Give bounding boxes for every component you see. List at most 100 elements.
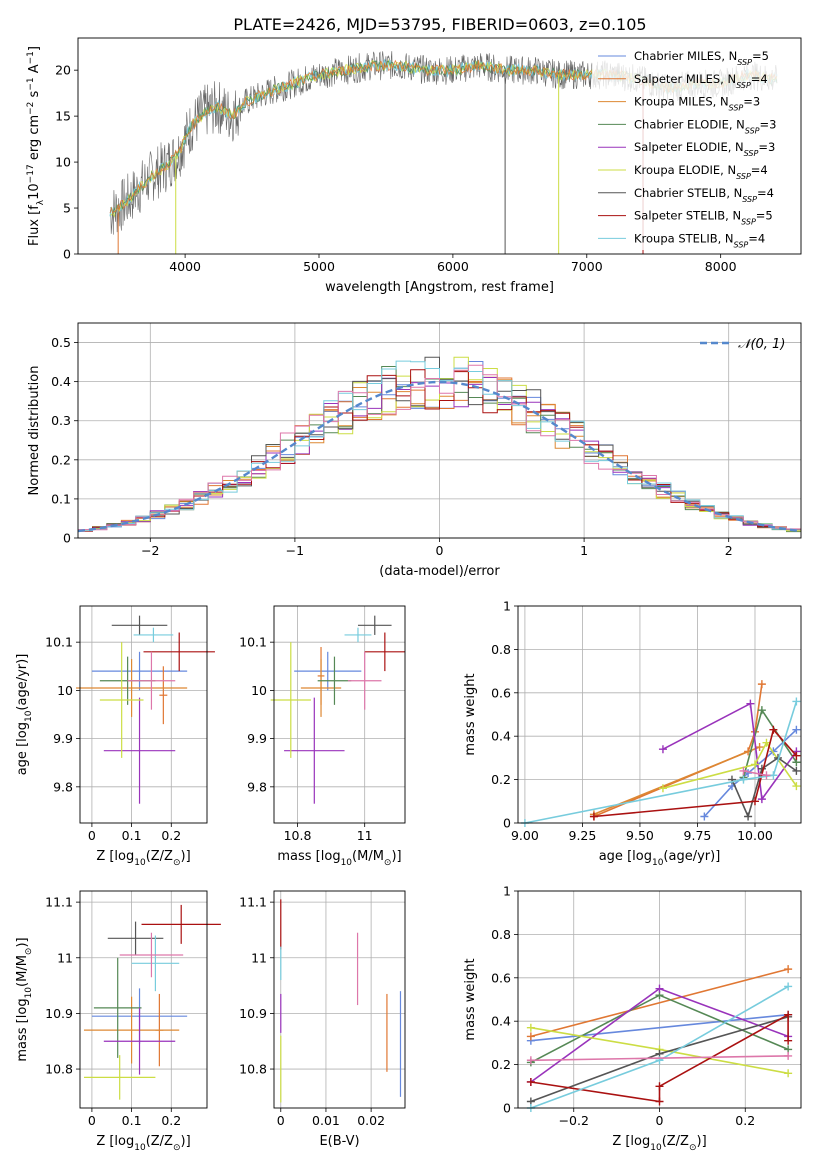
histogram-salpeter_stelib (78, 369, 801, 532)
errorbar-point (159, 666, 168, 725)
weight-marker (792, 697, 801, 706)
y-tick-label: 10.8 (45, 1062, 73, 1077)
legend-label: Chabrier STELIB, NSSP=4 (634, 186, 774, 204)
mass_vs_Z-points (83, 904, 221, 1100)
y-tick-label: 0.8 (491, 642, 511, 657)
legend-label: Kroupa MILES, NSSP=3 (634, 95, 760, 113)
weight-marker (744, 812, 753, 821)
spectrum-legend: Chabrier MILES, NSSP=5 Salpeter MILES, NS… (592, 42, 796, 250)
weight-marker (784, 1051, 793, 1060)
y-tick-label: 5 (63, 201, 71, 216)
y-tick-label: 0.5 (51, 335, 71, 350)
errorbar-point (141, 904, 221, 944)
y-tick-label: 10.1 (239, 635, 267, 650)
weight_vs_Z-frame (517, 890, 802, 1109)
y-tick-label: 0.4 (491, 1014, 511, 1029)
weight-marker (769, 725, 778, 734)
errorbar-point (127, 651, 176, 710)
x-tick-label: 0.2 (161, 1113, 181, 1128)
weight-marker (769, 771, 778, 780)
x-tick-label: 2 (725, 543, 733, 558)
weight-marker (746, 699, 755, 708)
x-tick-label: −1 (286, 543, 304, 558)
weight-line-salpeter_stelib (593, 728, 797, 818)
weight-line-kroupa_stelib (524, 701, 798, 824)
weight-marker (784, 965, 793, 974)
residuals-xlabel: (data-model)/error (379, 564, 500, 579)
x-tick-label: 7000 (571, 259, 603, 274)
age_vs_mass-points (270, 615, 405, 804)
errorbar-point (107, 921, 164, 955)
y-tick-label: 10.9 (45, 1006, 73, 1021)
legend-label: Salpeter ELODIE, NSSP=3 (634, 140, 775, 158)
x-tick-label: 0 (656, 1113, 664, 1128)
legend-label: Salpeter MILES, NSSP=4 (634, 72, 768, 90)
y-tick-label: 9.8 (247, 779, 267, 794)
weight-marker (655, 1097, 664, 1106)
weight-marker (762, 771, 771, 780)
x-tick-label: 5000 (303, 259, 335, 274)
x-tick-label: −0.2 (559, 1113, 589, 1128)
x-tick-label: 0.1 (122, 1113, 142, 1128)
y-tick-label: 0.2 (51, 452, 71, 467)
y-tick-label: 0 (503, 1101, 511, 1116)
y-tick-label: 9.9 (247, 731, 267, 746)
weight-vs-age-xlabel: age [log10(age/yr)] (599, 849, 721, 868)
errorbar-point (364, 632, 405, 672)
errorbar-point (76, 659, 188, 717)
x-tick-label: 0.2 (735, 1113, 755, 1128)
x-tick-label: −2 (141, 543, 159, 558)
weight-marker (700, 812, 709, 821)
weight-line-kroupa_elodie (662, 741, 798, 790)
age_vs_mass-axes: 10.8 11 9.8 9.9 10 10.1 (239, 606, 405, 843)
weight-line-salpeter_elodie (662, 702, 798, 802)
age_vs_Z-points (76, 615, 215, 804)
legend-label: Kroupa STELIB, NSSP=4 (634, 231, 765, 249)
mass_vs_Z-axes: 0 0.1 0.2 10.8 10.9 11 11.1 (45, 891, 207, 1128)
histogram-pink (78, 364, 801, 531)
weight-marker (655, 984, 664, 993)
spectrum-frame (77, 37, 802, 255)
y-tick-label: 20 (55, 63, 71, 78)
y-tick-label: 0.2 (491, 1057, 511, 1072)
weight-marker (658, 745, 667, 754)
age_vs_mass-frame (273, 605, 406, 824)
weight-marker (784, 982, 793, 991)
mass_vs_Z-frame (79, 890, 208, 1109)
age_vs_Z-axes: 0 0.1 0.2 9.8 9.9 10 10.1 (45, 606, 207, 843)
x-tick-label: 0.01 (312, 1113, 340, 1128)
weight-marker (784, 1069, 793, 1078)
weight_vs_age-axes: 9.00 9.25 9.50 9.75 10.00 0 0.2 0.4 0.6 0.8 1 (491, 599, 801, 843)
errorbar-point (294, 651, 362, 691)
mass_vs_ebv-points (280, 899, 402, 1103)
errorbar-point (99, 642, 144, 758)
weight-line-chabrier_miles (530, 1013, 789, 1042)
y-tick-label: 10.8 (239, 1062, 267, 1077)
x-tick-label: 9.00 (511, 828, 539, 843)
errorbar-point (143, 632, 215, 672)
y-tick-label: 0 (63, 531, 71, 546)
weight-line-salpeter_miles (530, 968, 789, 1038)
weight_vs_Z-series (526, 965, 793, 1112)
weight-marker (655, 1082, 664, 1091)
y-tick-label: 0 (503, 816, 511, 831)
x-tick-label: 9.50 (626, 828, 654, 843)
mass_vs_ebv-frame (273, 890, 406, 1109)
weight-marker (757, 706, 766, 715)
legend-label: Chabrier ELODIE, NSSP=3 (634, 117, 776, 135)
y-tick-label: 11.1 (239, 895, 267, 910)
x-tick-label: 0.2 (161, 828, 181, 843)
y-tick-label: 11.1 (45, 895, 73, 910)
weight-vs-age-ylabel: mass weight (463, 673, 478, 755)
x-tick-label: 11 (357, 828, 373, 843)
errorbar-point (344, 627, 372, 643)
x-tick-label: 0 (277, 1113, 285, 1128)
y-tick-label: 0.4 (491, 729, 511, 744)
weight-marker (784, 1036, 793, 1045)
y-tick-label: 0.3 (51, 413, 71, 428)
x-tick-label: 9.75 (684, 828, 712, 843)
mass-vs-Z-xlabel: Z [log10(Z/Z⊙)] (96, 1134, 190, 1153)
weight-marker (757, 795, 766, 804)
x-tick-label: 6000 (437, 259, 469, 274)
weight-marker (526, 1077, 535, 1086)
